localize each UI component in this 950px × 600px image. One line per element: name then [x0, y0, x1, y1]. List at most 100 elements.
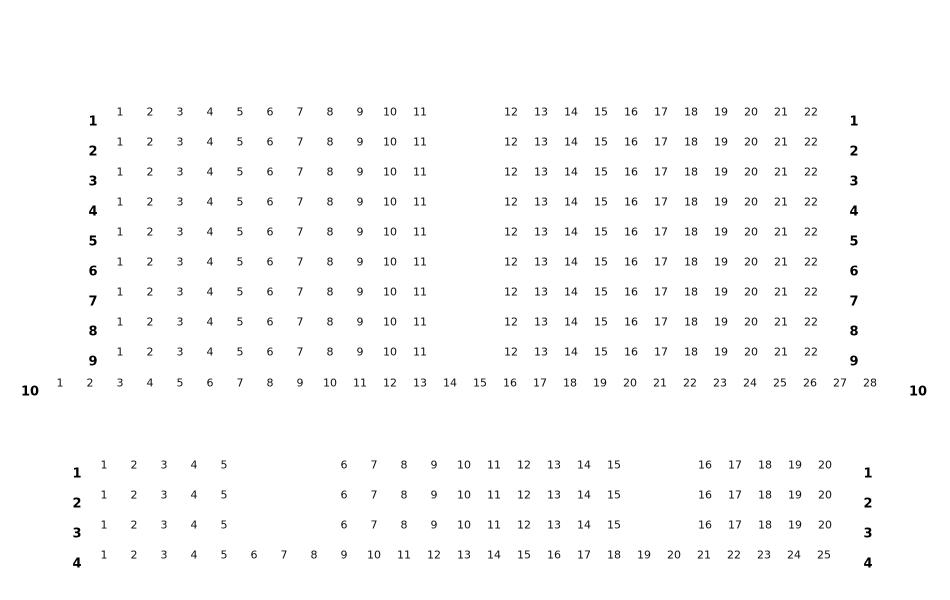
seat[interactable]: 11 — [413, 315, 427, 329]
seat[interactable]: 23 — [713, 376, 727, 390]
seat[interactable]: 2 — [146, 105, 154, 119]
seat[interactable]: 18 — [684, 315, 698, 329]
seat[interactable]: 8 — [326, 105, 334, 119]
seat[interactable]: 16 — [624, 135, 638, 149]
seat[interactable]: 5 — [220, 518, 228, 532]
seat[interactable]: 10 — [383, 225, 397, 239]
seat[interactable]: 10 — [383, 135, 397, 149]
seat[interactable]: 18 — [684, 345, 698, 359]
seat[interactable]: 12 — [504, 315, 518, 329]
seat[interactable]: 7 — [370, 488, 378, 502]
seat[interactable]: 14 — [577, 518, 591, 532]
seat[interactable]: 20 — [744, 105, 758, 119]
seat[interactable]: 16 — [698, 518, 712, 532]
seat[interactable]: 3 — [160, 518, 168, 532]
seat[interactable]: 20 — [744, 165, 758, 179]
seat[interactable]: 7 — [296, 285, 304, 299]
seat[interactable]: 3 — [160, 548, 168, 562]
seat[interactable]: 11 — [487, 458, 501, 472]
seat[interactable]: 20 — [818, 458, 832, 472]
seat[interactable]: 17 — [654, 315, 668, 329]
seat[interactable]: 7 — [296, 255, 304, 269]
seat[interactable]: 12 — [504, 225, 518, 239]
seat[interactable]: 5 — [236, 315, 244, 329]
seat[interactable]: 11 — [413, 165, 427, 179]
seat[interactable]: 9 — [356, 315, 364, 329]
seat[interactable]: 19 — [714, 285, 728, 299]
seat[interactable]: 22 — [804, 345, 818, 359]
seat[interactable]: 20 — [667, 548, 681, 562]
seat[interactable]: 13 — [534, 255, 548, 269]
seat[interactable]: 4 — [206, 105, 214, 119]
seat[interactable]: 8 — [266, 376, 274, 390]
seat[interactable]: 14 — [577, 458, 591, 472]
seat[interactable]: 17 — [654, 225, 668, 239]
seat[interactable]: 5 — [236, 345, 244, 359]
seat[interactable]: 19 — [714, 105, 728, 119]
seat[interactable]: 11 — [397, 548, 411, 562]
seat[interactable]: 21 — [774, 255, 788, 269]
seat[interactable]: 8 — [400, 488, 408, 502]
seat[interactable]: 10 — [457, 488, 471, 502]
seat[interactable]: 9 — [430, 488, 438, 502]
seat[interactable]: 16 — [624, 105, 638, 119]
seat[interactable]: 2 — [146, 315, 154, 329]
seat[interactable]: 15 — [473, 376, 487, 390]
seat[interactable]: 6 — [266, 345, 274, 359]
seat[interactable]: 15 — [594, 225, 608, 239]
seat[interactable]: 12 — [427, 548, 441, 562]
seat[interactable]: 4 — [146, 376, 154, 390]
seat[interactable]: 9 — [356, 255, 364, 269]
seat[interactable]: 18 — [758, 488, 772, 502]
seat[interactable]: 18 — [684, 105, 698, 119]
seat[interactable]: 10 — [383, 195, 397, 209]
seat[interactable]: 6 — [250, 548, 258, 562]
seat[interactable]: 4 — [206, 195, 214, 209]
seat[interactable]: 21 — [774, 285, 788, 299]
seat[interactable]: 17 — [654, 195, 668, 209]
seat[interactable]: 14 — [564, 165, 578, 179]
seat[interactable]: 5 — [236, 225, 244, 239]
seat[interactable]: 19 — [593, 376, 607, 390]
seat[interactable]: 18 — [684, 165, 698, 179]
seat[interactable]: 9 — [430, 518, 438, 532]
seat[interactable]: 19 — [714, 315, 728, 329]
seat[interactable]: 22 — [683, 376, 697, 390]
seat[interactable]: 5 — [236, 165, 244, 179]
seat[interactable]: 14 — [564, 315, 578, 329]
seat[interactable]: 8 — [326, 255, 334, 269]
seat[interactable]: 11 — [413, 225, 427, 239]
seat[interactable]: 5 — [236, 255, 244, 269]
seat[interactable]: 12 — [504, 255, 518, 269]
seat[interactable]: 2 — [146, 345, 154, 359]
seat[interactable]: 9 — [430, 458, 438, 472]
seat[interactable]: 16 — [698, 488, 712, 502]
seat[interactable]: 24 — [743, 376, 757, 390]
seat[interactable]: 1 — [116, 285, 124, 299]
seat[interactable]: 14 — [564, 105, 578, 119]
seat[interactable]: 20 — [744, 285, 758, 299]
seat[interactable]: 9 — [296, 376, 304, 390]
seat[interactable]: 2 — [130, 548, 138, 562]
seat[interactable]: 9 — [340, 548, 348, 562]
seat[interactable]: 4 — [206, 135, 214, 149]
seat[interactable]: 21 — [774, 315, 788, 329]
seat[interactable]: 9 — [356, 195, 364, 209]
seat[interactable]: 14 — [487, 548, 501, 562]
seat[interactable]: 8 — [326, 165, 334, 179]
seat[interactable]: 12 — [517, 458, 531, 472]
seat[interactable]: 2 — [146, 255, 154, 269]
seat[interactable]: 17 — [728, 458, 742, 472]
seat[interactable]: 2 — [146, 285, 154, 299]
seat[interactable]: 9 — [356, 285, 364, 299]
seat[interactable]: 3 — [176, 315, 184, 329]
seat[interactable]: 11 — [353, 376, 367, 390]
seat[interactable]: 18 — [758, 458, 772, 472]
seat[interactable]: 10 — [367, 548, 381, 562]
seat[interactable]: 18 — [684, 285, 698, 299]
seat[interactable]: 25 — [817, 548, 831, 562]
seat[interactable]: 9 — [356, 165, 364, 179]
seat[interactable]: 12 — [504, 345, 518, 359]
seat[interactable]: 15 — [594, 285, 608, 299]
seat[interactable]: 21 — [653, 376, 667, 390]
